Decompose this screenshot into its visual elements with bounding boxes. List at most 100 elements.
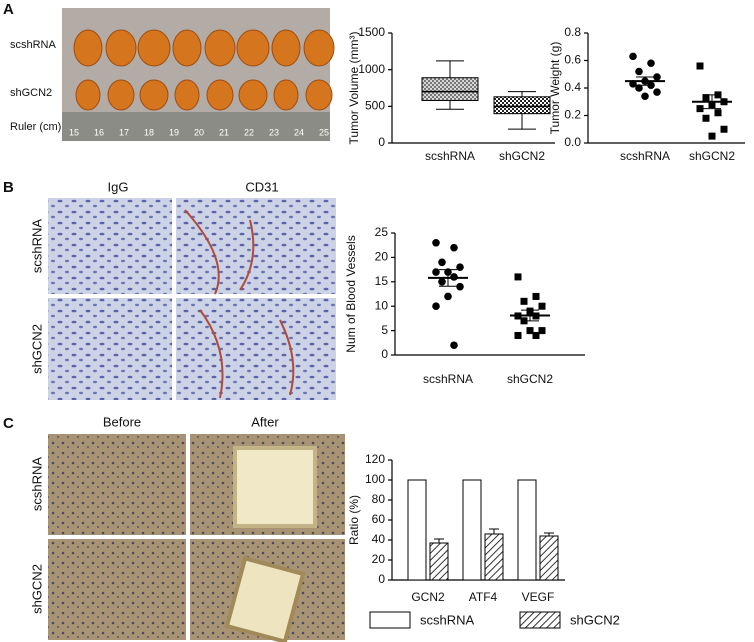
tumor [271, 29, 301, 67]
legend-swatch [519, 611, 561, 629]
y-axis-label: Ratio (%) [347, 495, 361, 545]
tumor [236, 29, 270, 67]
y-tick-label: 0.8 [564, 25, 581, 39]
point [532, 292, 540, 300]
y-tick-label: 15 [375, 274, 389, 288]
point [526, 327, 534, 335]
point [653, 73, 661, 81]
y-tick-label: 40 [372, 532, 386, 546]
photo-a [62, 8, 330, 141]
tumor [174, 79, 200, 111]
point [456, 263, 464, 271]
y-axis-label: Tumor Volume (mm³) [347, 32, 361, 145]
x-tick-label: GCN2 [411, 590, 445, 604]
point [538, 327, 546, 335]
ruler-label: Ruler (cm) [10, 121, 61, 133]
tumor [303, 29, 335, 67]
x-tick-label: ATF4 [469, 590, 498, 604]
x-tick-label: shGCN2 [689, 149, 735, 163]
point [532, 331, 540, 339]
x-tick-label: scshRNA [425, 149, 475, 163]
point [720, 125, 728, 133]
box [421, 77, 479, 101]
ruler-number: 18 [144, 127, 154, 137]
y-tick-label: 25 [375, 225, 389, 239]
y-tick-label: 0 [378, 135, 385, 149]
point [635, 84, 643, 92]
y-tick-label: 0 [378, 572, 385, 586]
tumor [107, 79, 135, 111]
point [647, 59, 655, 68]
y-tick-label: 0.0 [564, 135, 581, 149]
point [444, 292, 452, 301]
row-label: scshRNA [29, 457, 44, 512]
point [653, 88, 661, 96]
x-tick-label: scshRNA [423, 372, 473, 386]
column-label: IgG [108, 179, 129, 194]
ruler-number: 15 [69, 127, 79, 137]
micrographs-b [48, 198, 336, 400]
point [450, 243, 458, 252]
bar [429, 542, 449, 581]
y-tick-label: 20 [372, 552, 386, 566]
y-tick-label: 100 [365, 472, 385, 486]
ruler-number: 19 [169, 127, 179, 137]
panel-label: A [3, 1, 14, 18]
tumor [172, 29, 202, 67]
legend-label: scshRNA [420, 612, 475, 627]
ruler-number: 21 [219, 127, 229, 137]
bar [517, 479, 537, 581]
column-label: After [251, 414, 279, 429]
point [432, 302, 440, 311]
y-tick-label: 120 [365, 452, 385, 466]
y-tick-label: 0.6 [564, 53, 581, 67]
y-tick-label: 10 [375, 298, 389, 312]
ruler-number: 17 [119, 127, 129, 137]
ruler-number: 16 [94, 127, 104, 137]
micrographs-c [48, 434, 345, 642]
y-tick-label: 5 [381, 323, 388, 337]
ruler-number: 23 [269, 127, 279, 137]
point [432, 268, 440, 276]
point [696, 62, 704, 70]
ruler-number: 25 [319, 127, 329, 137]
point [629, 52, 637, 61]
row-label: shGCN2 [29, 564, 44, 614]
tumor [305, 79, 333, 111]
y-tick-label: 500 [365, 99, 385, 113]
point [708, 132, 716, 140]
point [514, 273, 522, 281]
row-label: scshRNA [29, 219, 44, 274]
tumor [204, 29, 236, 67]
y-tick-label: 20 [375, 250, 389, 264]
y-tick-label: 0 [381, 347, 388, 361]
ruler-number: 22 [244, 127, 254, 137]
y-tick-label: 0.2 [564, 108, 581, 122]
tumor [105, 29, 137, 67]
legend-swatch [369, 611, 411, 629]
tumor [75, 79, 101, 111]
bar [484, 533, 504, 581]
point [438, 258, 446, 267]
y-tick-label: 80 [372, 492, 386, 506]
tumor [73, 29, 103, 67]
x-tick-label: shGCN2 [499, 149, 545, 163]
point [702, 94, 710, 102]
column-label: Before [103, 414, 141, 429]
panel-label: C [3, 415, 14, 432]
tumor [273, 79, 299, 111]
x-tick-label: shGCN2 [507, 372, 553, 386]
x-tick-label: VEGF [522, 590, 555, 604]
point [450, 341, 458, 350]
legend-label: shGCN2 [570, 612, 620, 627]
row-label: shGCN2 [10, 87, 52, 99]
point [635, 67, 643, 76]
point [696, 105, 704, 113]
tumor [139, 79, 169, 111]
bar [407, 479, 427, 581]
box [493, 96, 551, 115]
y-tick-label: 1500 [358, 25, 385, 39]
y-tick-label: 1000 [358, 62, 385, 76]
point [714, 109, 722, 117]
